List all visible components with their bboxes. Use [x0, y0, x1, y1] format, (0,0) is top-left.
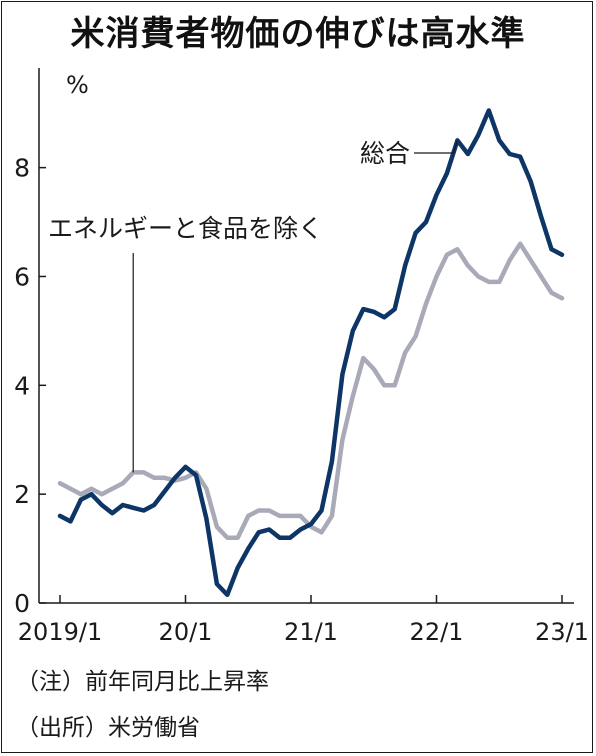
x-tick-label: 20/1	[159, 618, 213, 646]
y-ticks: 0 2 4 6 8	[14, 154, 46, 618]
y-tick-label: 4	[14, 371, 30, 400]
x-tick-label: 21/1	[284, 618, 338, 646]
y-axis-unit-label: %	[66, 71, 89, 99]
annotation-label: エネルギーと食品を除く	[48, 214, 323, 243]
series-line	[57, 241, 565, 540]
x-tick-label: 2019/1	[18, 618, 102, 646]
note-source: （出所）米労働省	[16, 715, 200, 741]
series-line	[57, 108, 565, 598]
y-tick-label: 8	[14, 154, 30, 183]
chart-title: 米消費者物価の伸びは高水準	[70, 14, 526, 54]
x-tick-label: 23/1	[535, 618, 589, 646]
y-tick-label: 0	[14, 589, 30, 618]
note-basis: （注）前年同月比上昇率	[16, 669, 269, 695]
series-layer	[57, 108, 565, 598]
annotation-label: 総合	[360, 139, 410, 168]
annotation-leader	[452, 140, 458, 154]
y-tick-label: 2	[14, 480, 30, 509]
x-ticks: 2019/1 20/1 21/1 22/1 23/1	[18, 595, 589, 646]
x-tick-label: 22/1	[410, 618, 464, 646]
y-tick-label: 6	[14, 262, 30, 291]
